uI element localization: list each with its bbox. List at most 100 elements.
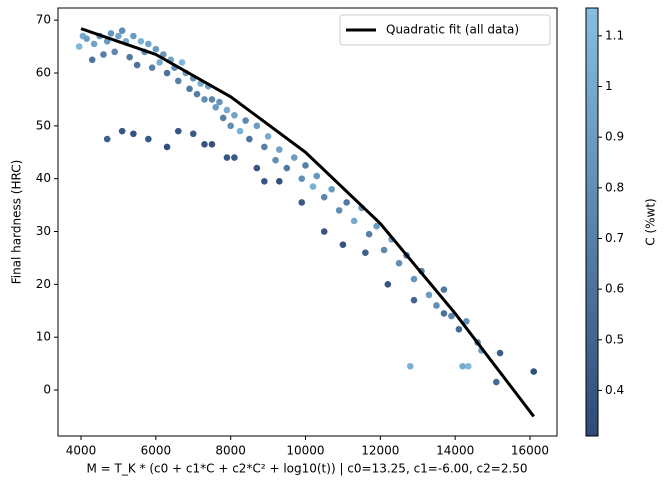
y-tick-label: 50 [36, 118, 51, 132]
point [272, 156, 279, 164]
y-tick-label: 0 [43, 383, 51, 397]
point [130, 32, 137, 40]
point [163, 143, 171, 151]
fit-line [80, 27, 535, 418]
point [384, 281, 392, 288]
point [115, 32, 122, 40]
point [455, 325, 463, 333]
point [100, 51, 107, 58]
colorbar-tick-label: 0.9 [605, 130, 624, 144]
point [212, 104, 220, 111]
y-tick-label: 10 [36, 330, 51, 344]
point [410, 275, 418, 283]
point [320, 193, 328, 201]
point [496, 349, 504, 357]
point [246, 135, 253, 143]
legend-box [339, 14, 551, 46]
point [362, 249, 369, 256]
point [433, 302, 440, 309]
colorbar-tick-label: 0.5 [605, 332, 624, 346]
colorbar [585, 7, 599, 437]
point [530, 368, 538, 375]
point [208, 141, 216, 148]
point [290, 154, 298, 161]
point [350, 217, 358, 225]
point [236, 127, 244, 135]
colorbar-label: C (%wt) [644, 198, 658, 245]
point [88, 56, 96, 64]
colorbar-tick-label: 0.8 [605, 180, 624, 194]
point [463, 318, 470, 325]
point [103, 135, 111, 143]
point [83, 35, 90, 42]
x-tick-label: 10000 [286, 444, 324, 458]
point [448, 312, 455, 320]
y-tick-label: 40 [36, 171, 51, 185]
point [261, 178, 268, 185]
y-tick-label: 20 [36, 277, 51, 291]
x-tick-label: 16000 [511, 444, 549, 458]
point [302, 162, 309, 169]
point [231, 111, 238, 119]
point [440, 286, 448, 293]
point [309, 183, 317, 190]
point [298, 175, 306, 182]
x-tick-label: 12000 [361, 444, 399, 458]
point [118, 27, 126, 35]
x-tick-label: 6000 [141, 444, 172, 458]
y-tick-label: 70 [36, 13, 51, 27]
x-tick-label: 14000 [436, 444, 474, 458]
point [242, 117, 249, 124]
legend: Quadratic fit (all data) [339, 14, 551, 46]
point [133, 61, 141, 69]
point [320, 228, 328, 235]
point [380, 246, 388, 254]
point [276, 178, 283, 185]
point [156, 59, 163, 66]
y-tick-label: 60 [36, 65, 51, 79]
point [261, 143, 268, 151]
point [493, 378, 500, 386]
point [343, 199, 350, 206]
point [365, 230, 373, 238]
point [406, 362, 414, 370]
point [174, 77, 182, 85]
point [216, 98, 223, 106]
point [126, 53, 133, 61]
colorbar-tick-label: 0.6 [605, 282, 624, 296]
point [163, 69, 171, 77]
point [201, 96, 208, 103]
point [148, 64, 156, 72]
point [145, 40, 152, 48]
point [264, 133, 272, 140]
point [276, 146, 283, 153]
point [130, 130, 137, 138]
plot-frame [57, 7, 558, 437]
point [328, 185, 335, 193]
point [118, 127, 126, 135]
point [395, 259, 403, 267]
point [189, 130, 197, 138]
point [253, 122, 261, 130]
point [440, 310, 448, 317]
point [90, 40, 98, 48]
y-axis-label: Final hardness (HRC) [10, 160, 24, 285]
colorbar-tick-label: 1 [605, 79, 613, 93]
point [219, 114, 227, 122]
x-axis-label: M = T_K * (c0 + c1*C + c2*C² + log10(t))… [86, 462, 527, 476]
colorbar-tick-label: 1.1 [605, 28, 624, 42]
colorbar-tick-label: 0.4 [605, 383, 624, 397]
x-tick-label: 4000 [66, 444, 97, 458]
point [283, 164, 291, 172]
point [231, 154, 238, 161]
point [178, 59, 186, 66]
point [227, 122, 234, 130]
point [145, 135, 152, 143]
point [223, 106, 231, 114]
point [335, 207, 343, 214]
point [313, 172, 321, 180]
point [107, 30, 115, 37]
y-tick-label: 30 [36, 224, 51, 238]
point [193, 90, 201, 98]
